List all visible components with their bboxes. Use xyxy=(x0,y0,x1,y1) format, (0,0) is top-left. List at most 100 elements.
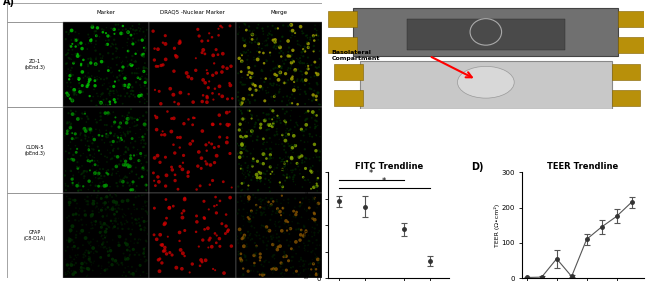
Point xyxy=(131,269,141,273)
Point xyxy=(239,155,249,159)
Point xyxy=(296,215,307,219)
Point xyxy=(128,27,138,32)
Point xyxy=(68,240,79,244)
Point xyxy=(287,219,298,224)
Bar xyxy=(407,19,565,51)
Point xyxy=(91,63,101,68)
Point xyxy=(90,183,101,188)
Point xyxy=(94,128,105,132)
Point xyxy=(78,228,88,232)
Point xyxy=(165,87,176,91)
Point xyxy=(77,111,87,116)
Point xyxy=(238,266,248,271)
Point xyxy=(66,73,77,77)
Point xyxy=(81,236,91,240)
Point xyxy=(281,150,291,155)
Point xyxy=(75,153,86,158)
Point xyxy=(108,263,118,268)
Point xyxy=(83,62,93,67)
Bar xyxy=(328,37,357,53)
Point xyxy=(133,38,144,43)
Point xyxy=(192,27,203,31)
Point xyxy=(131,80,141,85)
Point xyxy=(159,133,170,137)
Point xyxy=(89,189,99,193)
Point xyxy=(276,49,287,53)
Point xyxy=(185,142,196,146)
Point xyxy=(94,148,104,153)
Point xyxy=(293,67,304,71)
Point xyxy=(240,176,250,181)
Point xyxy=(112,140,122,144)
Point xyxy=(179,228,190,233)
Point xyxy=(161,155,171,160)
Point xyxy=(258,235,268,239)
Point xyxy=(197,50,207,55)
Point xyxy=(179,209,189,213)
Point xyxy=(75,133,86,137)
Point xyxy=(103,111,113,115)
Point xyxy=(269,44,280,48)
Point xyxy=(177,215,188,220)
Point xyxy=(101,38,111,43)
Point xyxy=(122,113,133,118)
Point xyxy=(108,27,118,31)
Point xyxy=(76,217,86,222)
Point xyxy=(60,133,70,138)
Point xyxy=(255,161,265,166)
Point xyxy=(103,250,113,254)
Point xyxy=(103,38,114,42)
Point xyxy=(251,251,261,256)
Point xyxy=(244,93,255,97)
Point xyxy=(160,221,170,226)
Point xyxy=(138,52,149,56)
Point xyxy=(261,89,271,93)
Point xyxy=(252,208,262,213)
Point xyxy=(258,171,268,176)
Point xyxy=(285,223,295,228)
Point xyxy=(309,251,320,256)
Point xyxy=(280,271,290,276)
Point xyxy=(272,166,282,170)
Point xyxy=(271,142,281,146)
Point xyxy=(68,182,78,187)
Point xyxy=(107,207,118,211)
Point xyxy=(304,206,315,210)
Point xyxy=(136,85,146,89)
Point xyxy=(258,137,268,141)
Point xyxy=(90,62,101,66)
Point xyxy=(208,97,218,102)
Point xyxy=(113,22,124,27)
Point xyxy=(113,93,124,98)
Point xyxy=(307,98,317,103)
Point xyxy=(88,261,98,265)
Point xyxy=(217,25,228,30)
Point xyxy=(68,60,79,64)
Point xyxy=(175,40,185,45)
Point xyxy=(308,155,318,160)
Point xyxy=(118,200,129,204)
Point xyxy=(296,53,306,58)
Point xyxy=(101,97,112,101)
Point xyxy=(107,167,118,171)
Point xyxy=(298,49,309,53)
Point xyxy=(99,268,110,273)
Point xyxy=(64,90,74,94)
Point xyxy=(264,121,274,126)
Point xyxy=(289,80,300,84)
Point xyxy=(309,88,320,93)
Point xyxy=(86,38,96,43)
Point xyxy=(249,55,259,60)
Point xyxy=(106,66,116,70)
Point xyxy=(248,139,258,143)
Point xyxy=(118,251,129,256)
Point xyxy=(286,155,296,160)
Point xyxy=(97,176,107,181)
Point xyxy=(189,116,200,120)
Point xyxy=(268,271,278,275)
Point xyxy=(240,22,251,27)
Point xyxy=(105,151,116,155)
Point xyxy=(258,140,268,145)
Point xyxy=(261,59,272,63)
Point xyxy=(310,220,320,224)
